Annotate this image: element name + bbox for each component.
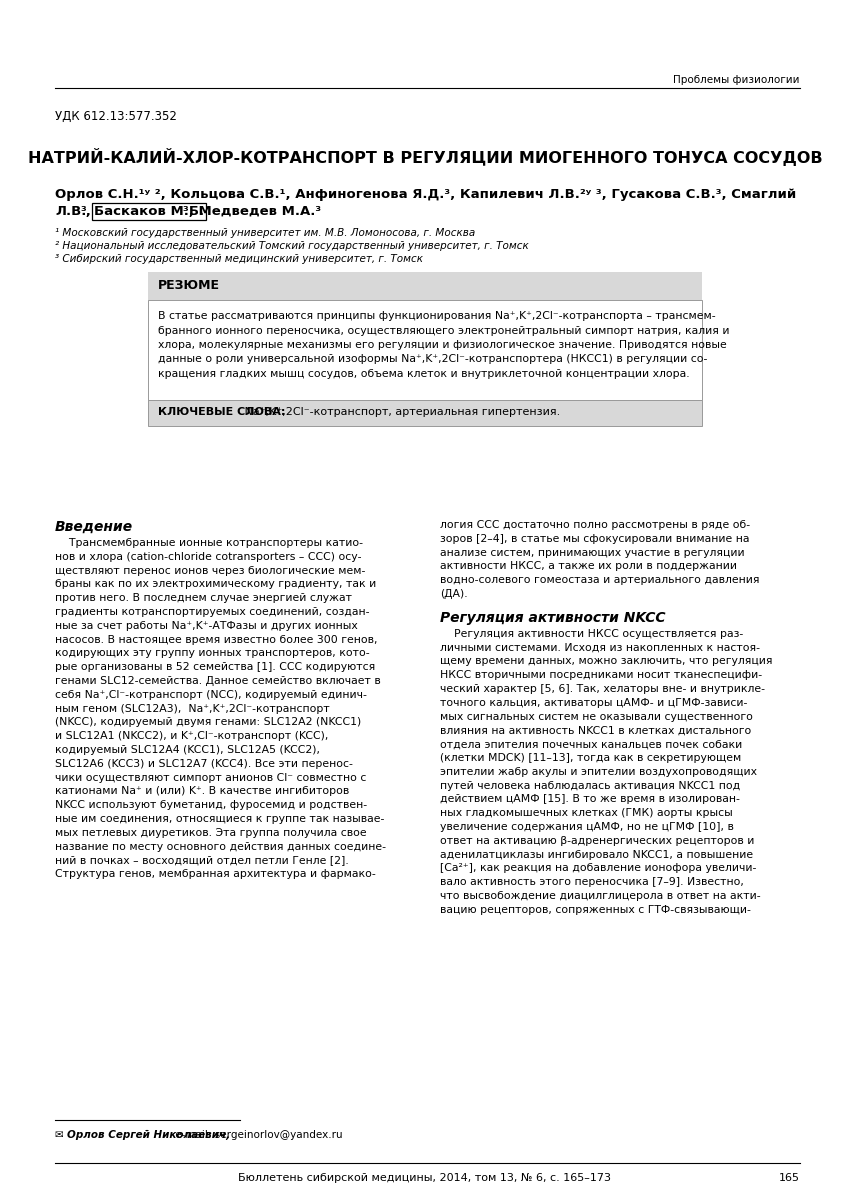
Text: что высвобождение диацилглицерола в ответ на акти-: что высвобождение диацилглицерола в отве… xyxy=(440,891,761,901)
Text: e-mail: sergeinorlov@yandex.ru: e-mail: sergeinorlov@yandex.ru xyxy=(172,1130,343,1140)
Text: браны как по их электрохимическому градиенту, так и: браны как по их электрохимическому гради… xyxy=(55,580,377,589)
Text: Л.В.: Л.В. xyxy=(55,205,87,218)
Text: Орлов Сергей Николаевич,: Орлов Сергей Николаевич, xyxy=(67,1130,230,1140)
Text: [Ca²⁺], как реакция на добавление ионофора увеличи-: [Ca²⁺], как реакция на добавление ионофо… xyxy=(440,864,756,873)
Text: В статье рассматриваются принципы функционирования Na⁺,K⁺,2Cl⁻-котранспорта – тр: В статье рассматриваются принципы функци… xyxy=(158,312,716,321)
Text: Регуляция активности NKCC: Регуляция активности NKCC xyxy=(440,611,666,624)
Text: кращения гладких мышц сосудов, объема клеток и внутриклеточной концентрации хлор: кращения гладких мышц сосудов, объема кл… xyxy=(158,369,689,379)
Text: логия ССС достаточно полно рассмотрены в ряде об-: логия ССС достаточно полно рассмотрены в… xyxy=(440,520,750,531)
Text: точного кальция, активаторы цАМФ- и цГМФ-зависи-: точного кальция, активаторы цАМФ- и цГМФ… xyxy=(440,698,747,707)
Text: КЛЮЧЕВЫЕ СЛОВА:: КЛЮЧЕВЫЕ СЛОВА: xyxy=(158,407,286,417)
Text: Трансмембранные ионные котранспортеры катио-: Трансмембранные ионные котранспортеры ка… xyxy=(55,538,363,549)
Text: вацию рецепторов, сопряженных с ГТФ-связывающи-: вацию рецепторов, сопряженных с ГТФ-связ… xyxy=(440,905,751,914)
Text: против него. В последнем случае энергией служат: против него. В последнем случае энергией… xyxy=(55,593,352,603)
Text: личными системами. Исходя из накопленных к настоя-: личными системами. Исходя из накопленных… xyxy=(440,642,760,652)
Text: Na⁺,K⁺,2Cl⁻-котранспорт, артериальная гипертензия.: Na⁺,K⁺,2Cl⁻-котранспорт, артериальная ги… xyxy=(241,407,560,417)
Text: катионами Na⁺ и (или) K⁺. В качестве ингибиторов: катионами Na⁺ и (или) K⁺. В качестве инг… xyxy=(55,787,349,796)
Text: название по месту основного действия данных соедине-: название по месту основного действия дан… xyxy=(55,842,386,852)
Text: влияния на активность NKCC1 в клетках дистального: влияния на активность NKCC1 в клетках ди… xyxy=(440,725,751,735)
Text: Баскаков М.Б.: Баскаков М.Б. xyxy=(94,205,204,218)
Text: NKCC используют буметанид, фуросемид и родствен-: NKCC используют буметанид, фуросемид и р… xyxy=(55,800,367,810)
Text: (ДА).: (ДА). xyxy=(440,589,468,599)
FancyBboxPatch shape xyxy=(148,401,702,426)
Text: увеличение содержания цАМФ, но не цГМФ [10], в: увеличение содержания цАМФ, но не цГМФ [… xyxy=(440,822,734,832)
Text: 165: 165 xyxy=(779,1173,800,1183)
Text: Введение: Введение xyxy=(55,520,133,534)
Text: SLC12A6 (KCC3) и SLC12A7 (KCC4). Все эти перенос-: SLC12A6 (KCC3) и SLC12A7 (KCC4). Все эти… xyxy=(55,759,353,769)
Text: щему времени данных, можно заключить, что регуляция: щему времени данных, можно заключить, чт… xyxy=(440,657,773,666)
Text: (клетки MDCK) [11–13], тогда как в секретирующем: (клетки MDCK) [11–13], тогда как в секре… xyxy=(440,753,741,763)
Text: Проблемы физиологии: Проблемы физиологии xyxy=(673,75,800,85)
Text: Бюллетень сибирской медицины, 2014, том 13, № 6, с. 165–173: Бюллетень сибирской медицины, 2014, том … xyxy=(239,1173,611,1183)
Text: градиенты котранспортируемых соединений, создан-: градиенты котранспортируемых соединений,… xyxy=(55,608,370,617)
Text: водно-солевого гомеостаза и артериального давления: водно-солевого гомеостаза и артериальног… xyxy=(440,575,760,585)
Text: вало активность этого переносчика [7–9]. Известно,: вало активность этого переносчика [7–9].… xyxy=(440,877,744,887)
Text: рые организованы в 52 семейства [1]. ССС кодируются: рые организованы в 52 семейства [1]. ССС… xyxy=(55,662,375,672)
Text: ¹ Московский государственный университет им. М.В. Ломоносова, г. Москва: ¹ Московский государственный университет… xyxy=(55,229,475,238)
Text: и SLC12A1 (NKCC2), и K⁺,Cl⁻-котранспорт (KCC),: и SLC12A1 (NKCC2), и K⁺,Cl⁻-котранспорт … xyxy=(55,731,328,741)
Text: хлора, молекулярные механизмы его регуляции и физиологическое значение. Приводят: хлора, молекулярные механизмы его регуля… xyxy=(158,340,727,350)
Text: ³, Медведев М.А.³: ³, Медведев М.А.³ xyxy=(183,205,321,218)
Text: РЕЗЮМЕ: РЕЗЮМЕ xyxy=(158,279,220,292)
Text: данные о роли универсальной изоформы Na⁺,K⁺,2Cl⁻-котранспортера (НКСС1) в регуля: данные о роли универсальной изоформы Na⁺… xyxy=(158,355,707,365)
Text: (NKCC), кодируемый двумя генами: SLC12A2 (NKCC1): (NKCC), кодируемый двумя генами: SLC12A2… xyxy=(55,717,361,728)
Text: ³ Сибирский государственный медицинский университет, г. Томск: ³ Сибирский государственный медицинский … xyxy=(55,254,423,263)
Text: ным геном (SLC12A3),  Na⁺,K⁺,2Cl⁻-котранспорт: ным геном (SLC12A3), Na⁺,K⁺,2Cl⁻-котранс… xyxy=(55,704,330,713)
Text: Структура генов, мембранная архитектура и фармако-: Структура генов, мембранная архитектура … xyxy=(55,870,376,879)
Text: нов и хлора (cation-chloride cotransporters – ССС) осу-: нов и хлора (cation-chloride cotransport… xyxy=(55,552,361,562)
Text: мых сигнальных систем не оказывали существенного: мых сигнальных систем не оказывали сущес… xyxy=(440,712,753,722)
Text: НАТРИЙ-КАЛИЙ-ХЛОР-КОТРАНСПОРТ В РЕГУЛЯЦИИ МИОГЕННОГО ТОНУСА СОСУДОВ: НАТРИЙ-КАЛИЙ-ХЛОР-КОТРАНСПОРТ В РЕГУЛЯЦИ… xyxy=(28,148,822,166)
FancyBboxPatch shape xyxy=(148,300,702,401)
Text: ществляют перенос ионов через биологические мем-: ществляют перенос ионов через биологичес… xyxy=(55,565,366,575)
Text: анализе систем, принимающих участие в регуляции: анализе систем, принимающих участие в ре… xyxy=(440,547,745,558)
Text: ные им соединения, относящиеся к группе так называе-: ные им соединения, относящиеся к группе … xyxy=(55,814,384,824)
Text: ческий характер [5, 6]. Так, хелаторы вне- и внутрикле-: ческий характер [5, 6]. Так, хелаторы вн… xyxy=(440,685,765,694)
Text: генами SLC12-семейства. Данное семейство включает в: генами SLC12-семейства. Данное семейство… xyxy=(55,676,381,686)
Text: аденилатциклазы ингибировало NKCC1, а повышение: аденилатциклазы ингибировало NKCC1, а по… xyxy=(440,849,753,860)
Text: эпителии жабр акулы и эпителии воздухопроводящих: эпителии жабр акулы и эпителии воздухопр… xyxy=(440,766,757,777)
Text: ных гладкомышечных клетках (ГМК) аорты крысы: ных гладкомышечных клетках (ГМК) аорты к… xyxy=(440,808,733,818)
Text: НКСС вторичными посредниками носит тканеспецифи-: НКСС вторичными посредниками носит ткане… xyxy=(440,670,762,680)
Text: себя Na⁺,Cl⁻-котранспорт (NCC), кодируемый единич-: себя Na⁺,Cl⁻-котранспорт (NCC), кодируем… xyxy=(55,689,367,700)
Text: ные за счет работы Na⁺,K⁺-АТФазы и других ионных: ные за счет работы Na⁺,K⁺-АТФазы и други… xyxy=(55,621,358,630)
Text: зоров [2–4], в статье мы сфокусировали внимание на: зоров [2–4], в статье мы сфокусировали в… xyxy=(440,534,750,544)
Text: ² Национальный исследовательский Томский государственный университет, г. Томск: ² Национальный исследовательский Томский… xyxy=(55,241,529,251)
Text: бранного ионного переносчика, осуществляющего электронейтральный симпорт натрия,: бранного ионного переносчика, осуществля… xyxy=(158,326,729,336)
Text: кодируемый SLC12A4 (KCC1), SLC12A5 (KCC2),: кодируемый SLC12A4 (KCC1), SLC12A5 (KCC2… xyxy=(55,745,320,755)
Text: Регуляция активности НКСС осуществляется раз-: Регуляция активности НКСС осуществляется… xyxy=(440,629,743,639)
Text: ✉: ✉ xyxy=(55,1130,67,1140)
Text: насосов. В настоящее время известно более 300 генов,: насосов. В настоящее время известно боле… xyxy=(55,635,377,645)
Text: ответ на активацию β-адренергических рецепторов и: ответ на активацию β-адренергических рец… xyxy=(440,836,755,846)
Text: ний в почках – восходящий отдел петли Генле [2].: ний в почках – восходящий отдел петли Ге… xyxy=(55,855,348,865)
Text: чики осуществляют симпорт анионов Cl⁻ совместно с: чики осуществляют симпорт анионов Cl⁻ со… xyxy=(55,772,366,783)
Text: действием цАМФ [15]. В то же время в изолирован-: действием цАМФ [15]. В то же время в изо… xyxy=(440,794,740,805)
Text: ³,: ³, xyxy=(80,205,91,218)
Text: УДК 612.13:577.352: УДК 612.13:577.352 xyxy=(55,109,177,123)
Text: Орлов С.Н.¹ʸ ², Кольцова С.В.¹, Анфиногенова Я.Д.³, Капилевич Л.В.²ʸ ³, Гусакова: Орлов С.Н.¹ʸ ², Кольцова С.В.¹, Анфиноге… xyxy=(55,188,796,201)
Text: активности НКСС, а также их роли в поддержании: активности НКСС, а также их роли в подде… xyxy=(440,562,737,571)
Text: кодирующих эту группу ионных транспортеров, кото-: кодирующих эту группу ионных транспортер… xyxy=(55,648,370,658)
Text: отдела эпителия почечных канальцев почек собаки: отдела эпителия почечных канальцев почек… xyxy=(440,739,742,749)
FancyBboxPatch shape xyxy=(148,272,702,300)
Text: путей человека наблюдалась активация NKCC1 под: путей человека наблюдалась активация NKC… xyxy=(440,781,740,790)
Text: мых петлевых диуретиков. Эта группа получила свое: мых петлевых диуретиков. Эта группа полу… xyxy=(55,828,366,837)
